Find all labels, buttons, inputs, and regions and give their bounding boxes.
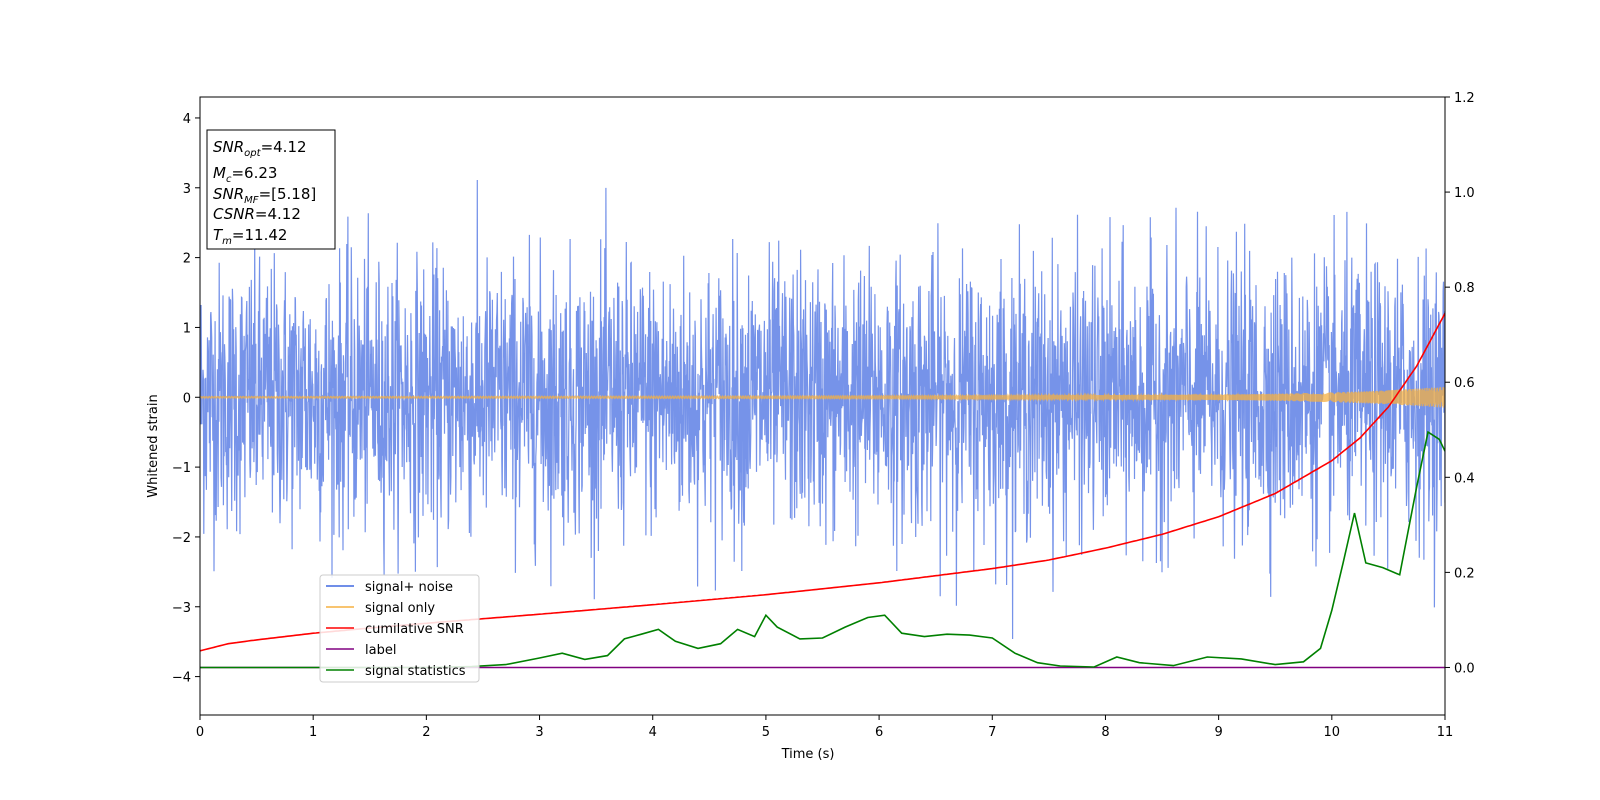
y-tick-label: −2	[172, 531, 191, 546]
y2-tick-label: 0.8	[1454, 281, 1475, 296]
y-tick-label: 4	[183, 112, 191, 127]
y2-tick-label: 1.0	[1454, 186, 1475, 201]
x-tick-label: 9	[1214, 725, 1222, 740]
x-tick-label: 0	[196, 725, 204, 740]
annotation-box	[206, 129, 336, 250]
x-tick-label: 11	[1437, 725, 1454, 740]
legend-label-label: label	[365, 643, 396, 658]
y2-tick-label: 0.4	[1454, 471, 1475, 486]
y-tick-label: 1	[183, 321, 191, 336]
axes	[199, 96, 1446, 716]
y2-tick-label: 0.6	[1454, 376, 1475, 391]
y-tick-label: −3	[172, 601, 191, 616]
y-tick-label: 3	[183, 182, 191, 197]
x-axis-label: Time (s)	[781, 747, 835, 762]
annotation-mc: Mc=6.23	[213, 164, 277, 185]
legend-label-signal-statistics: signal statistics	[365, 664, 466, 679]
x-tick-label: 3	[535, 725, 543, 740]
legend: signal+ noise signal only cumilative SNR…	[319, 574, 480, 683]
legend-label-signal-noise: signal+ noise	[365, 580, 453, 595]
stats-annotation: SNRopt=4.12 Mc=6.23 SNRMF=[5.18] CSNR=4.…	[206, 129, 336, 250]
y-tick-label: 0	[183, 391, 191, 406]
annotation-tm: Tm=11.42	[213, 226, 287, 247]
legend-label-signal-only: signal only	[365, 601, 435, 616]
x-tick-label: 5	[762, 725, 770, 740]
y-tick-label: −4	[172, 671, 191, 686]
x-tick-label: 2	[422, 725, 430, 740]
x-tick-label: 7	[988, 725, 996, 740]
ticks: 0 1 2 3 4 5 6 7 8 9 10 1143210−1−2−3−41.21.00.80.60…	[172, 91, 1475, 740]
series-signal-noise-line	[200, 179, 1445, 640]
annotation-csnr: CSNR=4.12	[213, 205, 301, 223]
legend-box	[319, 574, 480, 683]
axes-frame	[199, 96, 1446, 716]
legend-label-cumulative-snr: cumilative SNR	[365, 622, 464, 637]
y2-tick-label: 1.2	[1454, 91, 1475, 106]
y2-tick-label: 0.2	[1454, 566, 1475, 581]
y-tick-label: 2	[183, 252, 191, 267]
x-tick-label: 8	[1101, 725, 1109, 740]
x-tick-label: 6	[875, 725, 883, 740]
annotation-snr-opt: SNRopt=4.12	[213, 138, 307, 159]
x-tick-label: 10	[1324, 725, 1341, 740]
y2-tick-label: 0.0	[1454, 661, 1475, 676]
y-axis-label: Whitened strain	[146, 394, 161, 497]
series-signal-statistics-line	[200, 430, 1445, 669]
y-tick-label: −1	[172, 461, 191, 476]
series-signal-only-line	[200, 387, 1445, 408]
x-tick-label: 4	[649, 725, 657, 740]
x-tick-label: 1	[309, 725, 317, 740]
annotation-snr-mf: SNRMF=[5.18]	[213, 185, 316, 206]
